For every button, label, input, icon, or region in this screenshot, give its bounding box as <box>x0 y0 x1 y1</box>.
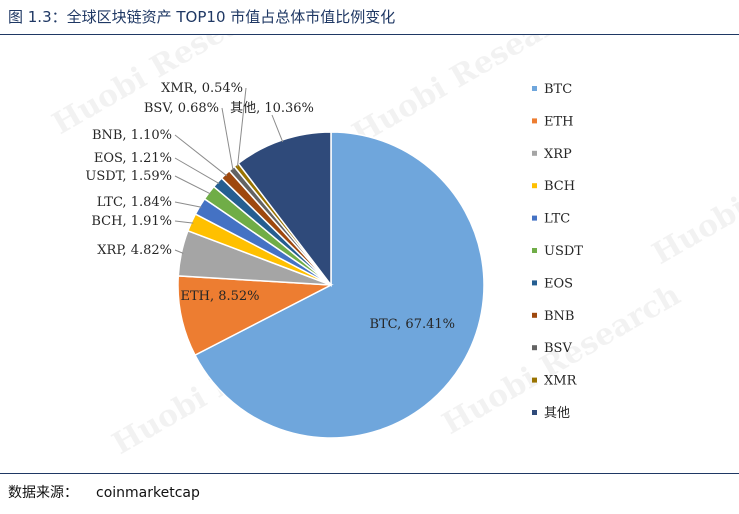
legend-swatch-bnb <box>532 313 537 318</box>
data-label-xmr: XMR, 0.54% <box>161 81 243 96</box>
legend-label-eth: ETH <box>544 114 574 129</box>
legend-label-bnb: BNB <box>544 309 574 324</box>
data-label-usdt: USDT, 1.59% <box>85 169 172 184</box>
legend-label-eos: EOS <box>544 276 573 291</box>
legend-swatch-ltc <box>532 216 537 221</box>
legend-label-btc: BTC <box>544 82 572 97</box>
legend-swatch-usdt <box>532 248 537 253</box>
figure-title: 图 1.3：全球区块链资产 TOP10 市值占总体市值比例变化 <box>8 6 395 27</box>
leader-line-other-10 <box>272 115 283 142</box>
leader-line-usdt <box>175 176 211 194</box>
legend-label-bch: BCH <box>544 179 575 194</box>
leader-line-bsv <box>222 108 233 170</box>
data-label-xrp: XRP, 4.82% <box>97 243 172 258</box>
legend-swatch-xmr <box>532 378 537 383</box>
legend-label-xrp: XRP <box>544 147 572 162</box>
source-bar: 数据来源： coinmarketcap <box>0 473 739 514</box>
data-label-bnb: BNB, 1.10% <box>92 128 172 143</box>
data-label-ltc: LTC, 1.84% <box>97 195 172 210</box>
data-label-eth: ETH, 8.52% <box>180 289 259 304</box>
data-label-btc: BTC, 67.41% <box>369 317 455 332</box>
data-label-eos: EOS, 1.21% <box>94 151 172 166</box>
watermark-text: Huobi Research <box>647 107 739 272</box>
legend-swatch-bch <box>532 183 537 188</box>
leader-line-bnb <box>175 135 227 176</box>
legend-swatch-eos <box>532 280 537 285</box>
figure-title-bar: 图 1.3：全球区块链资产 TOP10 市值占总体市值比例变化 <box>0 0 739 35</box>
legend-label-other-10: 其他 <box>544 406 570 421</box>
source-line: 数据来源： coinmarketcap <box>8 482 200 502</box>
legend-swatch-btc <box>532 86 537 91</box>
source-value: coinmarketcap <box>96 485 200 501</box>
legend-swatch-other-10 <box>532 410 537 415</box>
data-label-bsv: BSV, 0.68% <box>144 101 219 116</box>
legend-swatch-bsv <box>532 345 537 350</box>
data-label-bch: BCH, 1.91% <box>91 214 172 229</box>
leader-line-bch <box>175 221 193 223</box>
legend-swatch-eth <box>532 118 537 123</box>
leader-line-ltc <box>175 202 202 207</box>
pie-slices <box>178 132 484 438</box>
legend-label-bsv: BSV <box>544 341 572 356</box>
legend-swatch-xrp <box>532 151 537 156</box>
source-label: 数据来源： <box>8 485 78 501</box>
leader-line-xmr <box>238 88 247 167</box>
legend-label-xmr: XMR <box>544 374 578 389</box>
legend-label-ltc: LTC <box>544 212 570 227</box>
legend-label-usdt: USDT <box>544 244 583 259</box>
data-label-other-10: 其他, 10.36% <box>230 101 314 116</box>
